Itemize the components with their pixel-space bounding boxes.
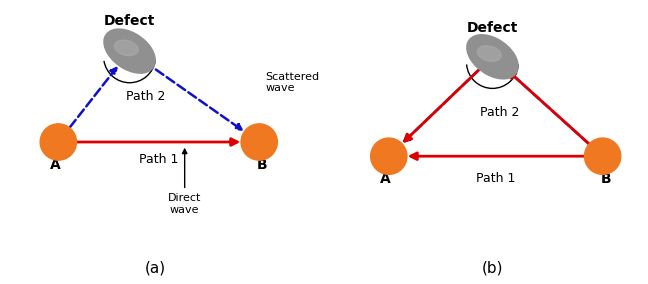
Text: A: A bbox=[50, 158, 60, 172]
Ellipse shape bbox=[104, 29, 156, 73]
Text: Scattered
wave: Scattered wave bbox=[266, 72, 320, 93]
Ellipse shape bbox=[115, 40, 138, 56]
Text: A: A bbox=[380, 172, 391, 186]
Text: Path 1: Path 1 bbox=[139, 153, 178, 166]
Ellipse shape bbox=[371, 138, 407, 174]
Text: (b): (b) bbox=[481, 260, 503, 275]
Text: Defect: Defect bbox=[104, 14, 156, 28]
Ellipse shape bbox=[40, 124, 76, 160]
Text: B: B bbox=[257, 158, 268, 172]
Text: (a): (a) bbox=[145, 260, 166, 275]
Text: Direct
wave: Direct wave bbox=[168, 193, 202, 215]
Text: Path 2: Path 2 bbox=[126, 90, 166, 103]
Ellipse shape bbox=[241, 124, 277, 160]
Ellipse shape bbox=[478, 46, 501, 61]
Text: Path 1: Path 1 bbox=[476, 172, 515, 185]
Text: Defect: Defect bbox=[467, 22, 518, 36]
Ellipse shape bbox=[467, 35, 518, 79]
Ellipse shape bbox=[584, 138, 621, 174]
Text: Path 2: Path 2 bbox=[480, 106, 519, 119]
Text: B: B bbox=[601, 172, 611, 186]
